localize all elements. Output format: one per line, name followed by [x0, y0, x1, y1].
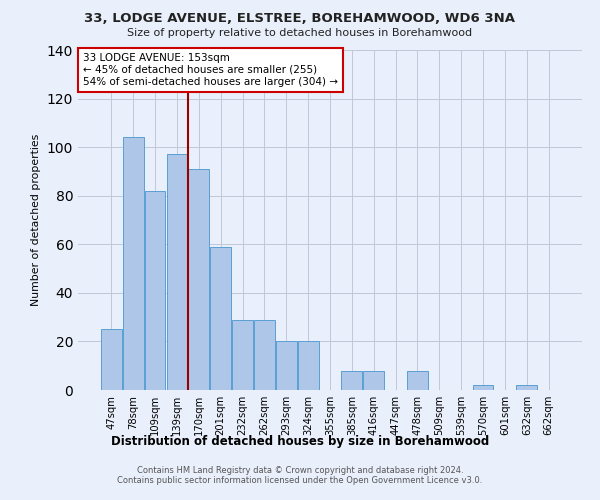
Text: Contains HM Land Registry data © Crown copyright and database right 2024.
Contai: Contains HM Land Registry data © Crown c…	[118, 466, 482, 485]
Bar	[101, 330, 122, 390]
Bar	[364, 370, 384, 390]
Bar	[341, 370, 362, 390]
Text: Size of property relative to detached houses in Borehamwood: Size of property relative to detached ho…	[127, 28, 473, 38]
Bar	[123, 138, 143, 390]
Bar	[167, 154, 187, 390]
Bar	[407, 370, 428, 390]
Bar	[276, 342, 296, 390]
Bar	[473, 385, 493, 390]
Bar	[254, 320, 275, 390]
Text: Distribution of detached houses by size in Borehamwood: Distribution of detached houses by size …	[111, 435, 489, 448]
Bar	[145, 191, 166, 390]
Bar	[517, 385, 537, 390]
Y-axis label: Number of detached properties: Number of detached properties	[31, 134, 41, 306]
Bar	[188, 169, 209, 390]
Bar	[210, 246, 231, 390]
Bar	[298, 342, 319, 390]
Bar	[232, 320, 253, 390]
Text: 33, LODGE AVENUE, ELSTREE, BOREHAMWOOD, WD6 3NA: 33, LODGE AVENUE, ELSTREE, BOREHAMWOOD, …	[85, 12, 515, 26]
Text: 33 LODGE AVENUE: 153sqm
← 45% of detached houses are smaller (255)
54% of semi-d: 33 LODGE AVENUE: 153sqm ← 45% of detache…	[83, 54, 338, 86]
